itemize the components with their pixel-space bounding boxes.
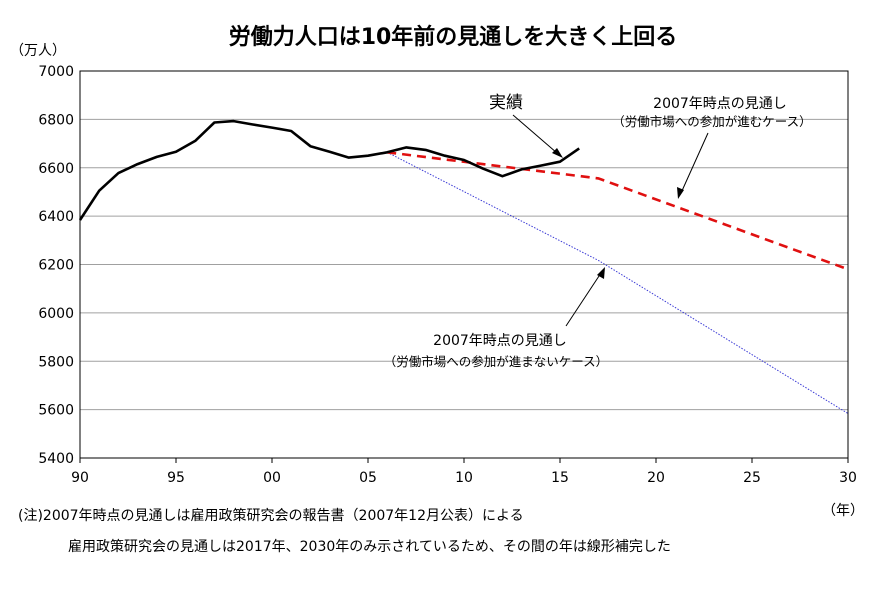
y-axis-ticks: 5400 5600 5800 6000 6200 6400 6600 6800 7000 [38,64,74,467]
footnote-2: 雇用政策研究会の見通しは2017年、2030年のみ示されているため、その間の年は… [68,538,671,555]
label-proj-participation: 2007年時点の見通し [653,96,787,112]
arrow-participation-head [677,187,684,199]
series-line-proj-participation [387,151,849,271]
y-tick-label: 6800 [38,112,74,128]
y-tick-label: 5800 [38,354,74,370]
y-tick-label: 6600 [38,161,74,177]
arrow-actual-head [552,148,563,158]
x-tick-label: 20 [647,470,665,486]
arrow-no-participation-line [565,272,602,327]
y-tick-label: 5400 [38,451,74,467]
x-axis-ticks: 90 95 00 05 10 15 20 25 30 [71,458,857,486]
x-tick-label: 90 [71,470,89,486]
series-line-actual [78,119,580,221]
x-tick-label: 95 [167,470,185,486]
x-tick-label: 15 [551,470,569,486]
arrow-actual-line [512,114,558,154]
y-tick-label: 6200 [38,258,74,274]
y-axis-unit: （万人） [10,43,66,59]
x-tick-label: 00 [263,470,281,486]
arrow-participation-line [680,132,709,194]
x-tick-label: 10 [455,470,473,486]
label-actual: 実績 [489,93,523,113]
x-tick-label: 05 [359,470,377,486]
y-tick-label: 5600 [38,403,74,419]
x-tick-label: 30 [839,470,857,486]
label-proj-no-participation: 2007年時点の見通し [433,333,567,349]
x-axis-unit: （年） [822,503,864,519]
arrow-no-participation-head [597,267,605,279]
label-proj-no-participation-sub: （労働市場への参加が進まないケース） [384,354,608,369]
footnote-1: (注)2007年時点の見通しは雇用政策研究会の報告書（2007年12月公表）によ… [18,507,524,524]
plot-frame [79,70,849,459]
y-tick-label: 6400 [38,209,74,225]
y-tick-label: 6000 [38,306,74,322]
label-proj-participation-sub: （労働市場への参加が進むケース） [612,114,811,129]
gridlines [80,70,848,459]
y-tick-label: 7000 [38,64,74,80]
series-lines [78,119,849,414]
x-tick-label: 25 [743,470,761,486]
series-line-proj-no-participation [386,151,849,414]
chart-title: 労働力人口は10年前の見通しを大きく上回る [229,24,678,50]
